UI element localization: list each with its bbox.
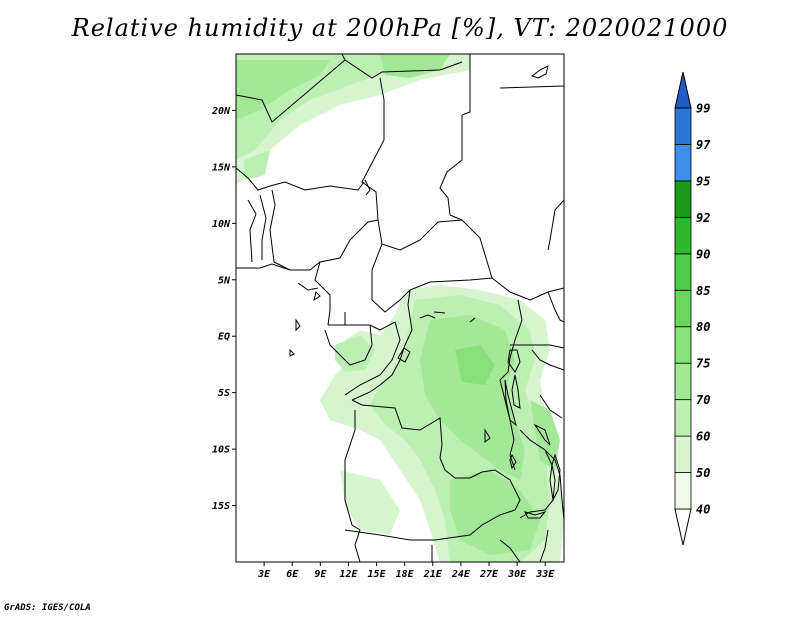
grads-credit: GrADS: IGES/COLA bbox=[4, 603, 91, 613]
humidity-patch bbox=[340, 470, 400, 535]
lon-tick-label: 33E bbox=[535, 569, 555, 580]
colorbar-segment bbox=[674, 253, 692, 291]
lon-tick-label: 30E bbox=[507, 569, 527, 580]
humidity-patch bbox=[530, 400, 560, 470]
lon-tick-label: 3E bbox=[257, 569, 271, 580]
chart-title: Relative humidity at 200hPa [%], VT: 202… bbox=[71, 14, 729, 42]
humidity-patch bbox=[455, 345, 495, 385]
colorbar-segment bbox=[674, 435, 692, 473]
humidity-patch bbox=[420, 315, 525, 480]
humidity-patch bbox=[335, 335, 375, 372]
lon-tick-label: 21E bbox=[423, 569, 443, 580]
lat-tick-label: EQ bbox=[218, 332, 230, 343]
colorbar-segment bbox=[674, 180, 692, 218]
colorbar-upper-extension bbox=[674, 71, 692, 109]
colorbar: 40 50 60 70 75 80 85 90 92 95 97 99 bbox=[674, 71, 711, 546]
colorbar-lower-extension bbox=[674, 508, 692, 546]
humidity-patch bbox=[236, 60, 330, 120]
lat-tick-label: 5N bbox=[218, 275, 231, 286]
longitude-axis: 3E 6E 9E 12E 15E 18E 21E 24E 27E 30E 33E bbox=[257, 562, 555, 580]
colorbar-label: 90 bbox=[696, 247, 710, 261]
latitude-axis: 20N 15N 10N 5N EQ 5S 10S 15S bbox=[211, 106, 236, 512]
colorbar-label: 99 bbox=[696, 102, 710, 116]
map-frame bbox=[235, 53, 565, 563]
colorbar-label: 70 bbox=[696, 393, 710, 407]
colorbar-segment bbox=[674, 362, 692, 401]
humidity-patch bbox=[244, 150, 270, 180]
lat-tick-label: 15N bbox=[212, 162, 231, 173]
colorbar-segment bbox=[674, 216, 692, 255]
colorbar-label: 75 bbox=[696, 357, 710, 371]
lat-tick-label: 10S bbox=[212, 445, 230, 456]
lon-tick-label: 9E bbox=[314, 569, 327, 580]
humidity-field bbox=[236, 54, 564, 562]
humidity-patch bbox=[450, 470, 540, 555]
lat-tick-label: 10N bbox=[212, 219, 231, 230]
colorbar-label: 60 bbox=[696, 430, 710, 444]
colorbar-label: 85 bbox=[696, 284, 710, 298]
lon-tick-label: 24E bbox=[451, 569, 471, 580]
humidity-patch bbox=[380, 54, 450, 78]
colorbar-label: 50 bbox=[696, 466, 710, 480]
country-borders bbox=[236, 54, 564, 562]
lon-tick-label: 12E bbox=[339, 569, 358, 580]
lon-tick-label: 27E bbox=[479, 569, 499, 580]
colorbar-label: 92 bbox=[696, 211, 710, 225]
lon-tick-label: 18E bbox=[396, 569, 415, 580]
colorbar-segment bbox=[674, 399, 692, 437]
lon-tick-label: 6E bbox=[286, 569, 299, 580]
colorbar-label: 95 bbox=[696, 174, 710, 188]
colorbar-segment bbox=[674, 472, 692, 510]
lon-tick-label: 15E bbox=[368, 569, 387, 580]
colorbar-segment bbox=[674, 144, 692, 182]
colorbar-segment bbox=[674, 326, 692, 364]
colorbar-segment bbox=[674, 289, 692, 328]
colorbar-label: 40 bbox=[696, 503, 710, 517]
lat-tick-label: 5S bbox=[218, 388, 230, 399]
lat-tick-label: 20N bbox=[211, 106, 231, 117]
colorbar-label: 80 bbox=[696, 320, 710, 334]
colorbar-label: 97 bbox=[696, 138, 711, 152]
lat-tick-label: 15S bbox=[212, 501, 230, 512]
colorbar-segment bbox=[674, 107, 692, 145]
